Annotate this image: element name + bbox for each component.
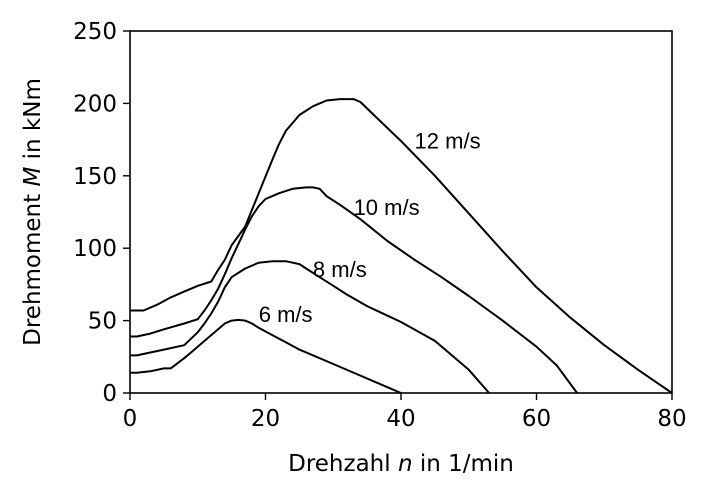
y-tick-label: 100 (73, 236, 117, 262)
y-tick-label: 50 (88, 309, 117, 335)
series-labels: 6 m/s8 m/s 10 m/s 12 m/s (259, 128, 481, 327)
x-tick-label: 0 (123, 406, 138, 432)
series-label-2: 8 m/s (313, 257, 367, 282)
series-label-4: 12 m/s (415, 128, 481, 153)
y-axis-ticks: 0 50 100 150 200 250 (73, 19, 130, 407)
x-axis-title: Drehzahl n in 1/min (288, 451, 514, 477)
y-tick-label: 150 (73, 164, 117, 190)
x-tick-label: 80 (657, 406, 686, 432)
y-tick-label: 250 (73, 19, 117, 45)
series-curves (130, 98, 673, 394)
series-line-2 (130, 260, 490, 394)
x-tick-label: 40 (386, 406, 415, 432)
series-line-4 (130, 98, 673, 394)
y-axis-title: Drehmoment M in kNm (20, 78, 46, 346)
series-label-1: 6 m/s (259, 302, 313, 327)
x-axis-ticks: 0 20 40 60 80 (123, 393, 687, 432)
series-label-3: 10 m/s (354, 195, 420, 220)
y-tick-label: 200 (73, 91, 117, 117)
series-line-1 (130, 318, 402, 394)
x-tick-label: 60 (522, 406, 551, 432)
x-tick-label: 20 (251, 406, 280, 432)
series-line-3 (130, 186, 578, 394)
y-tick-label: 0 (102, 381, 117, 407)
